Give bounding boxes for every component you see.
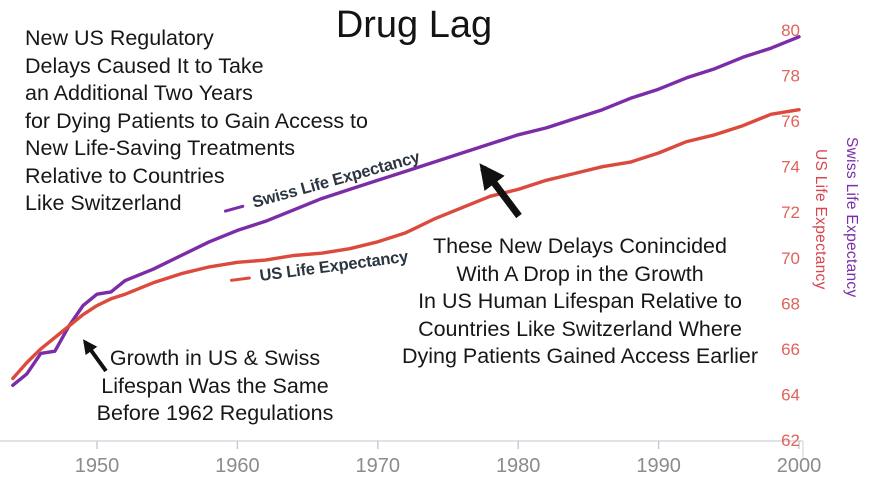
y-tick-label: 76 xyxy=(781,112,800,131)
right-axis-title-us: US Life Expectancy xyxy=(812,149,829,290)
crossing-arrow xyxy=(83,339,108,373)
y-tick-label: 66 xyxy=(781,340,800,359)
y-tick-label: 70 xyxy=(781,249,800,268)
x-tick-label: 1960 xyxy=(215,455,260,477)
swiss-line xyxy=(11,35,801,387)
y-tick-label: 68 xyxy=(781,294,800,313)
us-line xyxy=(11,107,801,381)
y-tick-label: 64 xyxy=(781,385,800,404)
x-axis: 1950 1960 1970 1980 1990 2000 62 64 66 68 70 72 74 76… xyxy=(0,21,821,477)
chart-title: Drug Lag xyxy=(335,4,493,46)
delay-gap-arrow xyxy=(479,163,522,219)
x-tick-label: 2000 xyxy=(777,455,822,477)
y-tick-label: 72 xyxy=(781,203,800,222)
us-line-swatch xyxy=(229,275,252,283)
y-tick-label: 74 xyxy=(781,158,800,177)
swiss-line-swatch xyxy=(223,204,245,214)
x-tick-label: 1980 xyxy=(496,455,541,477)
annotation-growth-drop: These New Delays Conincided With A Drop … xyxy=(401,234,759,368)
y-tick-label: 78 xyxy=(781,67,800,86)
right-axis-title-swiss: Swiss Life Expectancy xyxy=(843,137,860,298)
series-lines xyxy=(11,35,801,387)
x-tick-label: 1950 xyxy=(75,455,120,477)
x-tick-label: 1990 xyxy=(636,455,681,477)
annotation-pre-1962-growth: Growth in US & Swiss Lifespan Was the Sa… xyxy=(96,346,334,425)
annotation-regulatory-delays: New US Regulatory Delays Caused It to Ta… xyxy=(25,26,368,215)
x-tick-label: 1970 xyxy=(356,455,401,477)
annotation-arrows xyxy=(83,163,522,373)
y-tick-label: 80 xyxy=(781,21,800,40)
y-tick-label: 62 xyxy=(781,431,800,450)
